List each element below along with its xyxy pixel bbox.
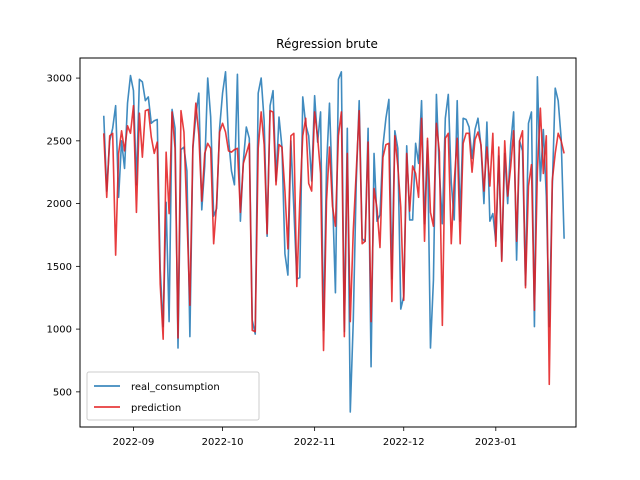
- legend-label-real-consumption: real_consumption: [131, 382, 220, 393]
- series-layer: [102, 71, 565, 413]
- y-tick-label: 3000: [47, 74, 72, 85]
- x-tick-label: 2022-09: [113, 437, 155, 448]
- y-tick-label: 500: [53, 387, 72, 398]
- y-tick-label: 1000: [47, 325, 72, 336]
- x-tick-label: 2023-01: [475, 437, 517, 448]
- y-tick-label: 1500: [47, 262, 72, 273]
- axes-frame: [79, 57, 577, 428]
- chart-title: Régression brute: [276, 37, 378, 51]
- legend: real_consumption prediction: [86, 371, 260, 421]
- y-tick-label: 2000: [47, 199, 72, 210]
- legend-label-prediction: prediction: [131, 403, 181, 414]
- plot-area: 2022-09 2022-10 2022-11 2022-12 2023-01 500 10…: [47, 57, 577, 448]
- x-tick-label: 2022-12: [383, 437, 425, 448]
- y-tick-label: 2500: [47, 136, 72, 147]
- ticks-layer: 2022-09 2022-10 2022-11 2022-12 2023-01 500 10…: [47, 74, 517, 448]
- x-tick-label: 2022-11: [294, 437, 336, 448]
- legend-box: [86, 371, 260, 421]
- series-line-prediction: [102, 102, 565, 386]
- x-tick-label: 2022-10: [202, 437, 244, 448]
